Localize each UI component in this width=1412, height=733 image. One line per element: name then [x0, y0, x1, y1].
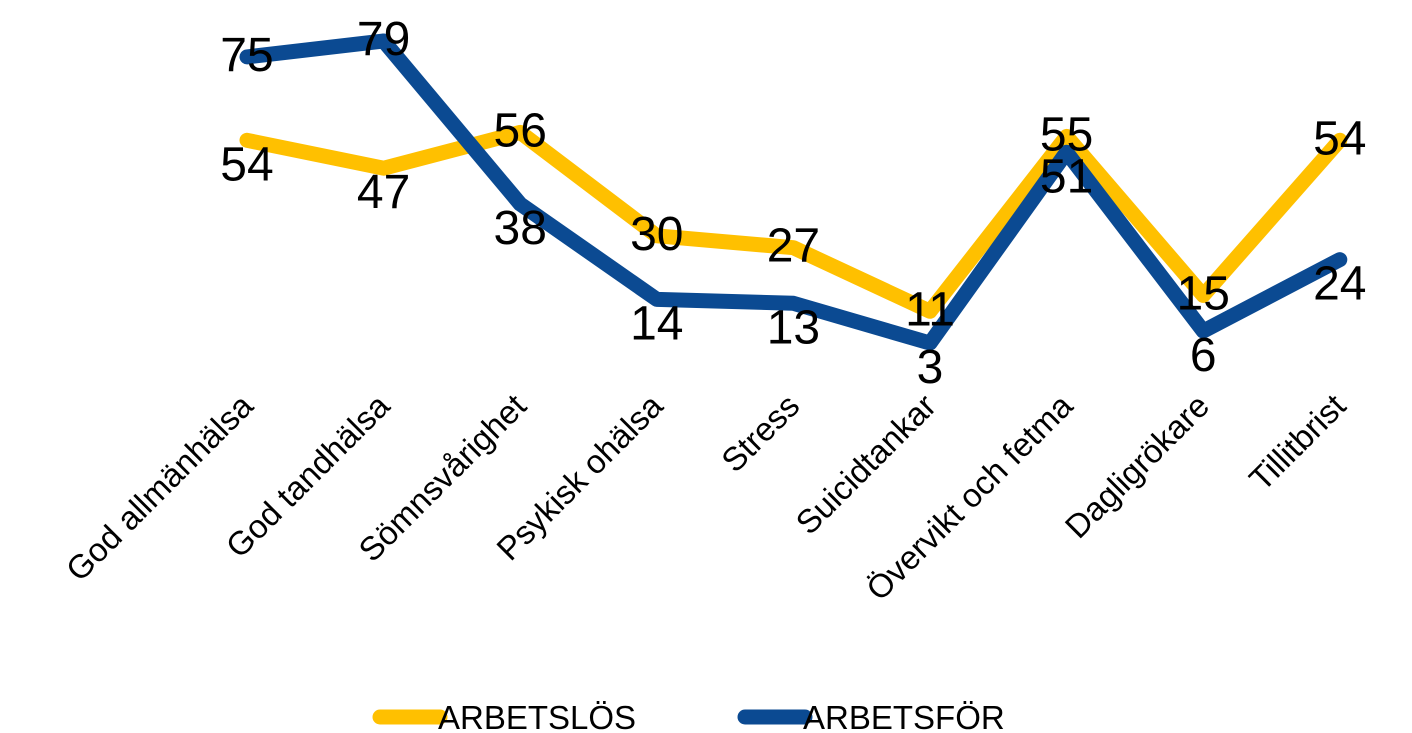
legend-label-arbetslös: ARBETSLÖS — [438, 699, 636, 733]
data-label-arbetslös: 27 — [767, 220, 820, 273]
data-label-arbetslös: 54 — [220, 138, 273, 191]
legend-label-arbetsför: ARBETSFÖR — [803, 699, 1005, 733]
data-label-arbetslös: 54 — [1313, 112, 1366, 165]
x-tick-label: Stress — [714, 387, 806, 479]
data-label-arbetslös: 30 — [630, 208, 683, 261]
data-label-arbetsför: 14 — [630, 297, 683, 350]
data-label-arbetslös: 15 — [1177, 267, 1230, 320]
data-label-arbetslös: 11 — [905, 283, 955, 336]
data-label-arbetslös: 55 — [1040, 108, 1093, 161]
x-tick-label: Dagligrökare — [1058, 387, 1216, 545]
data-label-arbetsför: 51 — [1040, 150, 1093, 203]
data-label-arbetsför: 6 — [1190, 329, 1217, 382]
series-line-arbetsför — [239, 33, 1348, 351]
series-line-arbetslös — [239, 124, 1348, 319]
data-label-arbetsför: 38 — [494, 202, 547, 255]
series-lines — [239, 33, 1348, 351]
legend: ARBETSLÖS ARBETSFÖR — [372, 699, 1005, 733]
data-label-arbetsför: 3 — [917, 341, 944, 394]
data-label-arbetslös: 56 — [494, 104, 547, 157]
data-label-arbetsför: 75 — [220, 29, 273, 82]
data-label-arbetsför: 24 — [1313, 258, 1366, 311]
x-tick-label: God allmänhälsa — [59, 386, 261, 588]
data-label-arbetsför: 79 — [357, 13, 410, 66]
x-tick-label: Suicidtankar — [788, 387, 943, 542]
data-label-arbetsför: 13 — [767, 301, 820, 354]
x-tick-label: Tillitbrist — [1242, 387, 1353, 498]
data-label-arbetslös: 47 — [357, 166, 410, 219]
